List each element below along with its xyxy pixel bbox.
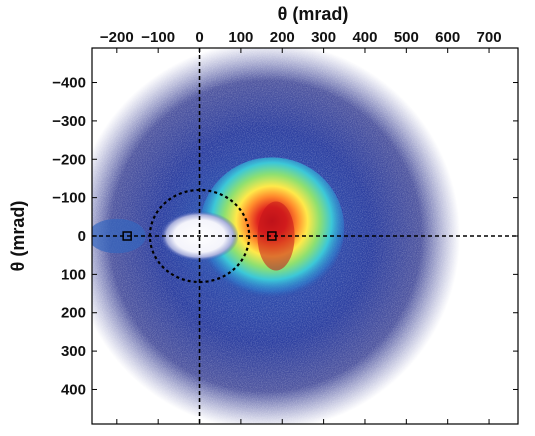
left-streak <box>92 218 146 254</box>
plot-layer <box>92 48 518 424</box>
x-axis-title: θ (mrad) <box>278 4 349 24</box>
y-tick-label: 100 <box>61 266 86 283</box>
y-tick-label: −300 <box>52 113 86 130</box>
dashed-circle <box>148 188 251 284</box>
x-tick-label: 100 <box>228 29 253 46</box>
square-marker-1 <box>267 231 277 241</box>
x-tick-label: 0 <box>195 29 203 46</box>
y-tick-label: 0 <box>78 228 86 245</box>
ticks-layer: −200 −100 0 100 200 300 400 500 600 700 −400 −300 −2… <box>52 29 518 424</box>
y-tick-label: 200 <box>61 305 86 322</box>
x-tick-label: 500 <box>394 29 419 46</box>
x-tick-label: 700 <box>477 29 502 46</box>
y-axis-title: θ (mrad) <box>8 201 28 272</box>
square-marker-0 <box>122 231 132 241</box>
y-tick-label: −200 <box>52 151 86 168</box>
x-tick-label: 600 <box>435 29 460 46</box>
y-tick-label: 300 <box>61 343 86 360</box>
x-tick-label: 200 <box>270 29 295 46</box>
x-tick-label: 300 <box>311 29 336 46</box>
y-tick-label: 400 <box>61 381 86 398</box>
y-tick-label: −100 <box>52 190 86 207</box>
y-tick-label: −400 <box>52 75 86 92</box>
x-tick-label: −200 <box>100 29 134 46</box>
x-tick-label: −100 <box>141 29 175 46</box>
x-tick-label: 400 <box>352 29 377 46</box>
